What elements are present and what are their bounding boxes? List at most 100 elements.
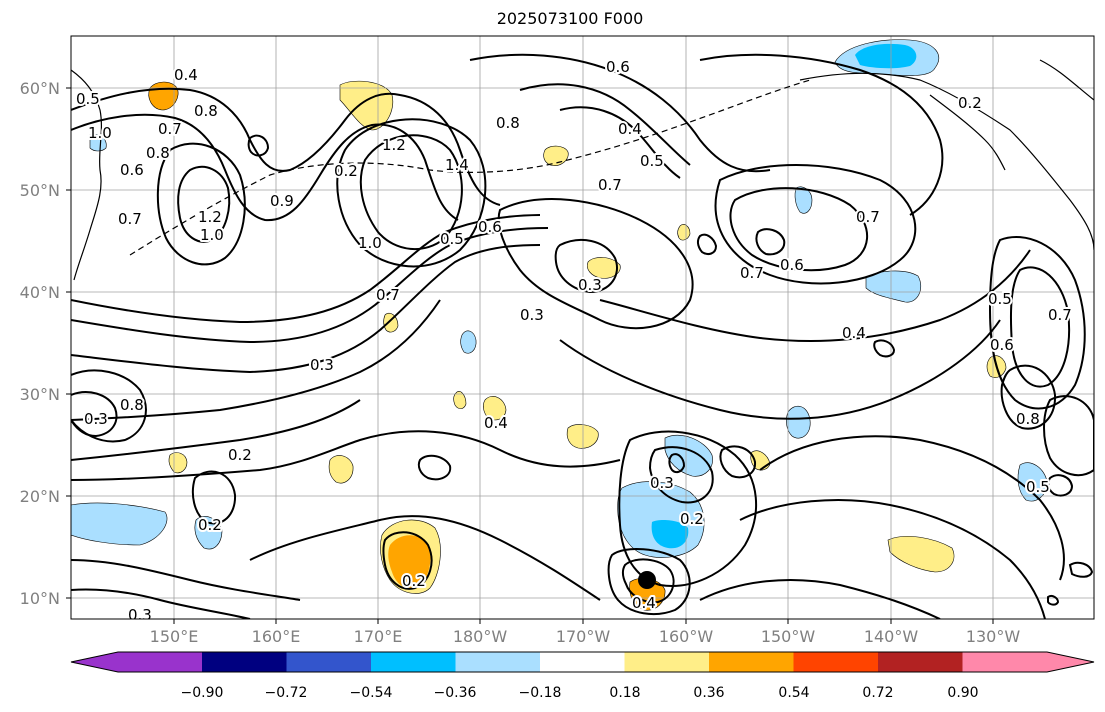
colorbar-segment — [455, 652, 541, 672]
contour-line — [559, 319, 1001, 420]
colorbar-extend-low — [71, 652, 118, 672]
colorbar-tick-label: 0.90 — [947, 685, 978, 701]
contour-label: 1.0 — [88, 124, 112, 142]
contour-line — [729, 187, 868, 272]
contour-line — [359, 134, 463, 250]
colorbar-tick-label: −0.36 — [434, 685, 477, 701]
contour-line — [156, 142, 246, 266]
contour-label: 0.4 — [842, 324, 866, 342]
shade-patch — [168, 452, 188, 474]
contour-label: 0.8 — [120, 396, 144, 414]
shade-patch — [71, 502, 168, 546]
contour-line — [71, 299, 441, 421]
contour-label: 0.4 — [618, 120, 642, 138]
colorbar-segment — [962, 652, 1047, 672]
contour-label: 1.2 — [198, 208, 222, 226]
contour-line — [873, 339, 896, 358]
contour-line — [71, 391, 118, 438]
contour-line — [739, 499, 1046, 619]
lon-label: 140°W — [864, 627, 919, 646]
contour-line — [696, 233, 718, 255]
shade-patch — [677, 224, 691, 241]
contour-line — [621, 558, 675, 604]
contour-line — [71, 87, 501, 206]
shade-patch — [786, 405, 811, 439]
contour-line — [1043, 395, 1094, 477]
shading-layer — [71, 39, 1048, 611]
contour-line — [607, 548, 691, 616]
contour-line — [988, 235, 1086, 410]
lat-label: 30°N — [20, 385, 60, 404]
colorbar-segment — [371, 652, 456, 672]
contour-line — [648, 446, 714, 504]
colorbar-tick-label: −0.72 — [265, 685, 308, 701]
contour-label: 0.7 — [118, 210, 142, 228]
coastline-canada — [1039, 59, 1094, 101]
colorbar-segment — [624, 652, 710, 672]
contour-label: 0.5 — [1026, 478, 1050, 496]
shade-patch — [855, 43, 917, 69]
contour-line — [71, 559, 301, 601]
contour-line — [519, 83, 691, 166]
colorbar — [70, 651, 1095, 673]
shade-patch — [1017, 462, 1048, 502]
shade-patch — [887, 535, 955, 573]
contour-line — [554, 238, 618, 294]
coastline-alaska — [799, 72, 1094, 251]
contour-label: 0.5 — [440, 230, 464, 248]
contour-line — [71, 588, 251, 619]
colorbar-segment — [540, 652, 625, 672]
contour-label: 0.3 — [128, 606, 152, 624]
contour-label: 0.8 — [496, 114, 520, 132]
contour-label: 0.6 — [606, 58, 630, 76]
contour-line — [71, 214, 541, 324]
contour-line — [336, 118, 487, 268]
contour-line — [1047, 474, 1074, 497]
map-title: 2025073100 F000 — [496, 9, 644, 28]
contour-label: 0.3 — [520, 306, 544, 324]
contour-line — [469, 53, 771, 173]
colorbar-outline — [70, 651, 1095, 673]
lon-label: 150°W — [761, 627, 816, 646]
shade-patch — [453, 391, 467, 409]
shade-patch — [388, 535, 431, 590]
colorbar-tick-label: −0.54 — [350, 685, 393, 701]
contour-label: 1.2 — [382, 136, 406, 154]
coastline-kamchatka — [71, 69, 103, 281]
colorbar-tick-label: 0.54 — [778, 685, 809, 701]
longitude-labels: 150°E 160°E 170°E 180°W 170°W 160°W 150°… — [150, 627, 1021, 646]
lon-label: 170°W — [556, 627, 611, 646]
contour-line — [599, 249, 1031, 342]
contour-label: 0.6 — [478, 218, 502, 236]
shade-patch — [664, 434, 713, 477]
contour-label: 0.3 — [84, 410, 108, 428]
contour-line — [1068, 561, 1094, 578]
shade-patch — [194, 516, 223, 550]
contour-label: 0.6 — [780, 256, 804, 274]
colorbar-tick-label: −0.18 — [519, 685, 562, 701]
contour-line — [719, 445, 757, 479]
contour-line — [559, 106, 681, 179]
contour-line — [618, 430, 758, 587]
lon-label: 160°W — [659, 627, 714, 646]
contour-label: 0.2 — [198, 516, 222, 534]
colorbar-tick-label: 0.72 — [862, 685, 893, 701]
colorbar-tick-label: 0.18 — [609, 685, 640, 701]
contour-line — [1000, 364, 1057, 430]
contour-label: 0.4 — [632, 594, 656, 612]
contour-line — [71, 399, 361, 461]
colorbar-segment — [286, 652, 372, 672]
contour-label: 0.6 — [990, 336, 1014, 354]
colorbar-segment — [793, 652, 879, 672]
contour-label: 0.3 — [310, 356, 334, 374]
lon-label: 160°E — [252, 627, 301, 646]
shade-patch — [328, 455, 354, 484]
contour-label: 0.4 — [174, 66, 198, 84]
shade-patch — [651, 520, 689, 549]
contour-line — [714, 164, 917, 285]
lon-label: 180°W — [453, 627, 508, 646]
tick-marks — [66, 87, 994, 624]
contour-label: 1.4 — [445, 156, 469, 174]
contour-line — [1009, 266, 1071, 388]
contour-label: 0.8 — [146, 144, 170, 162]
